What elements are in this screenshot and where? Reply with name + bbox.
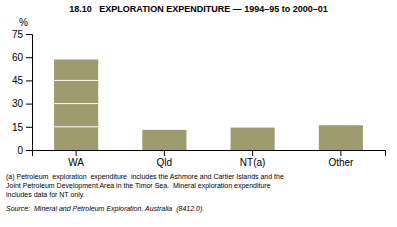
y-axis-line bbox=[26, 35, 33, 151]
chart: 18.10 EXPLORATION EXPENDITURE — 1994–95 … bbox=[0, 0, 397, 227]
y-tick: 75 bbox=[12, 29, 32, 40]
y-tick-label: 75 bbox=[12, 29, 24, 40]
y-tick-mark bbox=[26, 150, 32, 151]
bar-line bbox=[54, 80, 98, 81]
y-tick-mark bbox=[26, 80, 32, 81]
bar bbox=[319, 125, 363, 150]
bar bbox=[142, 130, 186, 150]
x-tick-label: NT(a) bbox=[240, 157, 266, 168]
bar-line bbox=[54, 103, 98, 104]
y-axis-label: % bbox=[19, 17, 28, 28]
x-tick-mark bbox=[164, 150, 165, 156]
x-tick-label: Other bbox=[328, 157, 354, 168]
x-tick-label: WA bbox=[68, 157, 84, 168]
x-axis-line bbox=[33, 151, 386, 157]
x-tick-mark bbox=[340, 150, 341, 156]
y-tick-mark bbox=[26, 57, 32, 58]
y-tick-label: 0 bbox=[17, 145, 23, 156]
footnote: (a) Petroleum exploration expenditure in… bbox=[6, 173, 284, 181]
title: 18.10 EXPLORATION EXPENDITURE — 1994–95 … bbox=[69, 4, 327, 14]
source: Source: Mineral and Petroleum Exploratio… bbox=[6, 205, 204, 213]
footnote: Joint Petroleum Development Area in the … bbox=[6, 182, 271, 190]
bar bbox=[54, 60, 98, 150]
x-tick-label: Qld bbox=[157, 157, 173, 168]
bar bbox=[231, 128, 275, 150]
y-axis: 0 15 30 45 60 75 bbox=[12, 29, 33, 156]
y-tick: 15 bbox=[12, 122, 32, 133]
y-tick: 45 bbox=[12, 75, 32, 86]
y-tick-label: 60 bbox=[12, 52, 24, 63]
plot: 0 15 30 45 60 75 WA Qld NT(a) Other bbox=[12, 29, 386, 168]
bar-line bbox=[54, 126, 98, 127]
y-tick-label: 45 bbox=[12, 75, 24, 86]
x-tick-mark bbox=[252, 150, 253, 156]
x-axis: WA Qld NT(a) Other bbox=[33, 150, 386, 168]
y-tick: 30 bbox=[12, 98, 32, 109]
y-tick: 0 bbox=[17, 145, 32, 156]
y-tick-label: 30 bbox=[12, 98, 24, 109]
x-tick: NT(a) bbox=[240, 150, 266, 168]
y-tick: 60 bbox=[12, 52, 32, 63]
x-tick: Qld bbox=[157, 150, 173, 168]
y-tick-mark bbox=[26, 104, 32, 105]
x-tick: Other bbox=[328, 150, 354, 168]
x-tick: WA bbox=[68, 150, 84, 168]
y-tick-mark bbox=[26, 34, 32, 35]
y-tick-label: 15 bbox=[12, 122, 24, 133]
x-tick-mark bbox=[76, 150, 77, 156]
y-tick-mark bbox=[26, 127, 32, 128]
marks bbox=[54, 60, 363, 150]
footnote: includes data for NT only. bbox=[6, 191, 85, 199]
